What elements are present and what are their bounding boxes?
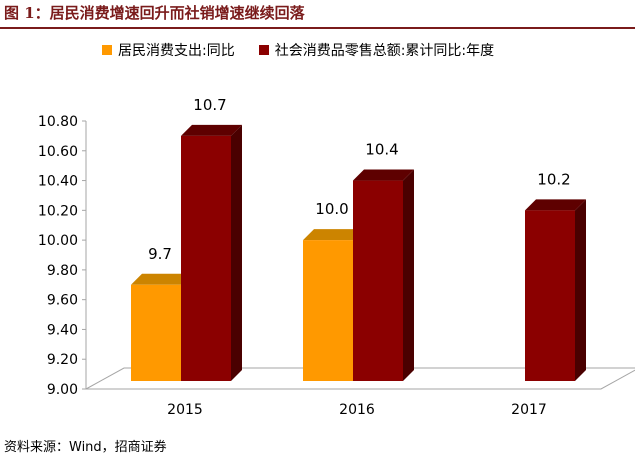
x-tick-label: 2015 [167, 402, 203, 418]
x-tick-label: 2017 [511, 402, 547, 418]
legend-swatch-series-2 [258, 45, 269, 55]
x-tick-label: 2016 [339, 402, 375, 418]
bar [181, 135, 231, 381]
bar-top [131, 273, 192, 285]
bar [525, 210, 575, 381]
chart-legend: 居民消费支出:同比 社会消费品零售总额:累计同比:年度 [102, 40, 518, 60]
bar [131, 284, 181, 381]
bar-top [525, 199, 586, 211]
bar-top [353, 169, 414, 181]
y-tick-label: 10.40 [38, 174, 78, 190]
title-rule [0, 27, 635, 29]
legend-item-series-1: 居民消费支出:同比 [102, 40, 235, 60]
y-tick-label: 10.60 [38, 144, 78, 160]
legend-label-series-2: 社会消费品零售总额:累计同比:年度 [274, 43, 495, 59]
y-tick-label: 9.00 [47, 382, 78, 398]
source-note: 资料来源：Wind，招商证券 [4, 440, 167, 455]
data-label: 10.7 [193, 96, 226, 114]
bar [303, 240, 353, 381]
bar [353, 180, 403, 381]
legend-item-series-2: 社会消费品零售总额:累计同比:年度 [258, 40, 495, 60]
bar-top [181, 124, 242, 136]
figure-title: 图 1：居民消费增速回升而社销增速继续回落 [4, 4, 305, 22]
bar-top [303, 229, 364, 241]
legend-label-series-1: 居民消费支出:同比 [118, 43, 235, 59]
data-label: 9.7 [148, 245, 172, 263]
y-tick-label: 9.80 [47, 263, 78, 279]
y-tick-label: 9.60 [47, 293, 78, 309]
data-label: 10.0 [315, 200, 348, 218]
y-tick-label: 10.80 [38, 114, 78, 130]
bar-side [403, 169, 414, 381]
bar-side [575, 199, 586, 381]
y-tick-label: 9.40 [47, 322, 78, 338]
y-tick-label: 10.00 [38, 233, 78, 249]
data-label: 10.2 [537, 170, 570, 188]
y-tick-label: 9.20 [47, 352, 78, 368]
bar-side [231, 124, 242, 381]
y-tick-label: 10.20 [38, 203, 78, 219]
legend-swatch-series-1 [102, 45, 112, 55]
data-label: 10.4 [365, 141, 398, 159]
